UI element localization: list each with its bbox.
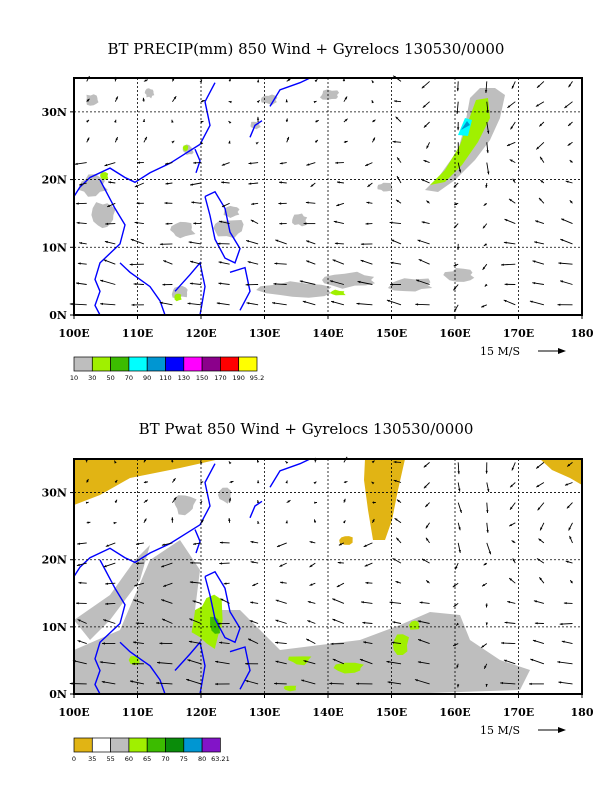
lon-tick-label: 120E (185, 327, 216, 340)
colorbar: 10 30 50 70 90 110 130 150 170 190 95.2 (70, 356, 264, 382)
lon-tick-label: 140E (312, 327, 343, 340)
colorbar-label: 150 (196, 374, 208, 382)
lon-tick-label: 170E (503, 706, 534, 719)
precip-map-panel: 100E 110E 120E 130E 140E 150E 160E 170E 180 0N 10N… (42, 75, 594, 382)
lat-tick-label: 30N (42, 487, 67, 500)
bottom-panel-title: BT Pwat 850 Wind + Gyrelocs 130530/0000 (138, 420, 474, 438)
colorbar-label: 10 (70, 374, 78, 382)
colorbar-label: 65 (143, 755, 151, 763)
colorbar-label: 90 (143, 374, 151, 382)
colorbar-label: 55 (106, 755, 114, 763)
colorbar-label: 63.21 (211, 755, 230, 763)
colorbar-label: 75 (180, 755, 188, 763)
colorbar-swatch (165, 737, 185, 753)
ref-vector-label: 15 M/S (480, 724, 520, 737)
colorbar-swatch (146, 356, 166, 372)
lon-tick-label: 110E (122, 706, 153, 719)
colorbar-swatch (128, 737, 148, 753)
lat-tick-label: 10N (42, 621, 67, 634)
colorbar-swatch (146, 737, 166, 753)
lat-tick-label: 0N (49, 688, 67, 701)
lon-tick-label: 160E (439, 327, 470, 340)
colorbar-swatch (91, 356, 111, 372)
colorbar-label: 130 (178, 374, 190, 382)
colorbar-label: 70 (125, 374, 133, 382)
lon-tick-label: 160E (439, 706, 470, 719)
coastlines (73, 77, 311, 316)
colorbar-swatch (110, 737, 130, 753)
lat-tick-label: 0N (49, 309, 67, 322)
colorbar-label: 35 (88, 755, 96, 763)
coastlines (73, 458, 311, 695)
lat-lon-grid (74, 459, 582, 694)
colorbar-swatch (73, 356, 93, 372)
lat-tick-label: 10N (42, 241, 67, 254)
ref-vector-label: 15 M/S (480, 345, 520, 358)
lon-tick-label: 150E (376, 327, 407, 340)
lon-tick-label: 100E (58, 327, 89, 340)
colorbar-swatch (128, 356, 148, 372)
colorbar-swatch (165, 356, 185, 372)
colorbar-label: 60 (125, 755, 133, 763)
lon-tick-label: 180 (571, 327, 594, 340)
colorbar-swatch (201, 356, 221, 372)
colorbar-swatch (110, 356, 130, 372)
pwat-map-panel: 100E 110E 120E 130E 140E 150E 160E 170E 180 0N 10N… (42, 456, 594, 763)
colorbar: 0 35 55 60 65 70 75 80 63.21 (72, 737, 230, 763)
lat-tick-label: 20N (42, 174, 67, 187)
colorbar-label: 95.2 (250, 374, 264, 382)
colorbar-swatch (91, 737, 111, 753)
colorbar-label: 110 (159, 374, 171, 382)
lon-tick-label: 120E (185, 706, 216, 719)
wind-vectors (69, 456, 573, 688)
lon-tick-label: 180 (571, 706, 594, 719)
colorbar-label: 30 (88, 374, 96, 382)
colorbar-swatch (183, 356, 203, 372)
shaded-field (77, 88, 505, 302)
colorbar-swatch (73, 737, 93, 753)
lon-tick-label: 140E (312, 706, 343, 719)
colorbar-label: 190 (232, 374, 244, 382)
lat-lon-grid (74, 78, 582, 315)
lat-tick-label: 30N (42, 106, 67, 119)
lon-tick-label: 130E (249, 327, 280, 340)
lon-tick-label: 130E (249, 706, 280, 719)
colorbar-label: 170 (214, 374, 226, 382)
lon-tick-label: 110E (122, 327, 153, 340)
lon-tick-label: 100E (58, 706, 89, 719)
lat-tick-label: 20N (42, 554, 67, 567)
wind-vectors (69, 75, 573, 312)
top-panel-title: BT PRECIP(mm) 850 Wind + Gyrelocs 130530… (107, 40, 505, 58)
colorbar-label: 0 (72, 755, 76, 763)
colorbar-label: 80 (198, 755, 206, 763)
colorbar-swatch (220, 356, 240, 372)
colorbar-swatch (183, 737, 203, 753)
colorbar-swatch (238, 356, 258, 372)
colorbar-label: 50 (106, 374, 114, 382)
lon-tick-label: 170E (503, 327, 534, 340)
lon-tick-label: 150E (376, 706, 407, 719)
colorbar-label: 70 (161, 755, 169, 763)
colorbar-swatch (201, 737, 221, 753)
